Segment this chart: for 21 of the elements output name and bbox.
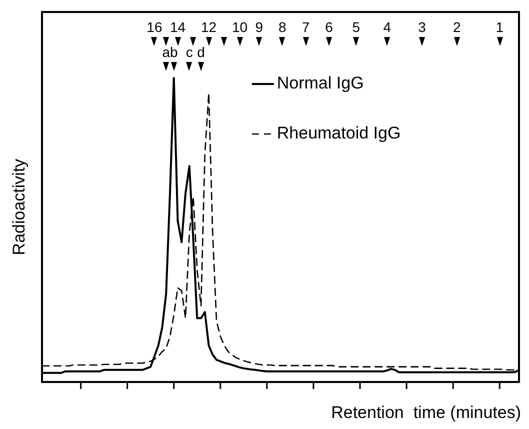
x-tick-label: 12 [200,19,217,35]
x-tick-label: 9 [255,19,264,35]
x-tick-label: 10 [232,19,248,35]
x-tick-label: 2 [453,19,462,35]
x-tick-label: 16 [146,19,162,35]
text: d [197,44,205,60]
x-tick-label: 4 [383,19,392,35]
legend-label: Normal IgG [276,74,364,93]
x-axis-title: Retention time (minutes) [331,403,521,422]
text: a [162,44,170,60]
x-tick-label: 14 [170,19,186,35]
x-tick-label: 6 [325,19,334,35]
legend-label: Rheumatoid IgG [276,124,401,143]
x-tick-label: 1 [496,19,504,35]
y-axis-title: Radioactivity [10,158,29,256]
x-tick-label: 5 [352,19,360,35]
text: b [170,44,178,60]
x-tick-label: 3 [418,19,426,35]
text: c [186,44,193,60]
x-tick-label: 7 [302,19,310,35]
x-tick-label: 8 [278,19,287,35]
